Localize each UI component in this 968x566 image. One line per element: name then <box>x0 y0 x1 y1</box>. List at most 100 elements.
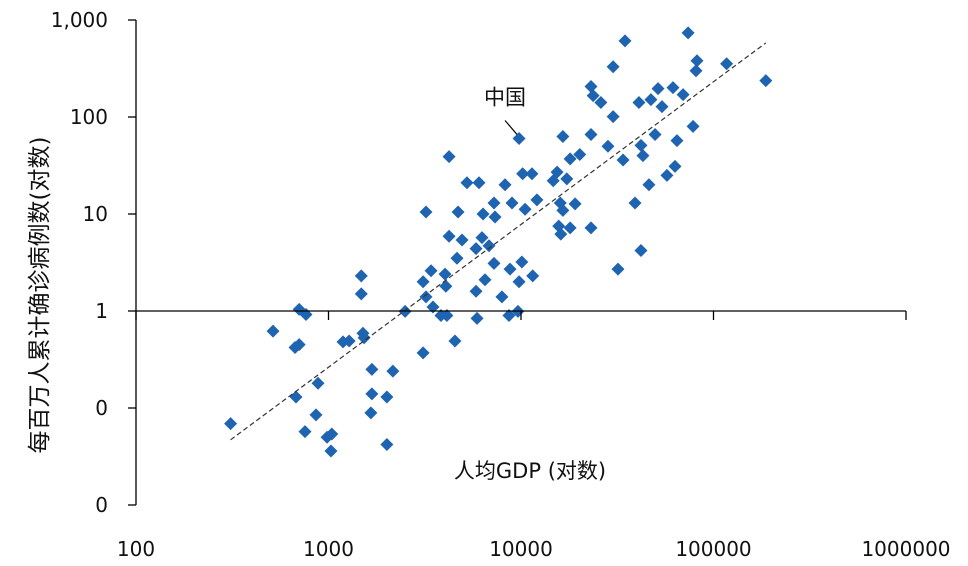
data-point <box>488 210 502 224</box>
data-point <box>469 284 483 298</box>
data-point <box>628 196 642 210</box>
data-point <box>324 444 338 458</box>
data-point <box>518 202 532 216</box>
data-point <box>364 406 378 420</box>
data-point <box>460 176 474 190</box>
data-point <box>469 242 483 256</box>
data-point <box>556 203 570 217</box>
data-point <box>439 279 453 293</box>
y-axis-label: 每百万人累计确诊病例数(对数) <box>27 137 53 454</box>
data-point <box>644 93 658 107</box>
data-point <box>601 139 615 153</box>
data-point <box>224 417 238 431</box>
annotation-china: 中国 <box>484 86 526 110</box>
trendline <box>230 42 767 441</box>
data-point <box>636 149 650 163</box>
data-point <box>472 176 486 190</box>
data-point <box>448 334 462 348</box>
data-point <box>526 269 540 283</box>
data-point <box>498 178 512 192</box>
annotation-arrow <box>504 120 518 135</box>
data-point <box>584 221 598 235</box>
data-point <box>470 311 484 325</box>
data-point <box>487 196 501 210</box>
data-point <box>720 57 734 71</box>
data-point <box>266 324 280 338</box>
data-point <box>676 88 690 102</box>
data-point <box>546 174 560 188</box>
data-point <box>606 110 620 124</box>
data-points <box>224 26 773 458</box>
data-point <box>419 290 433 304</box>
data-point <box>424 264 438 278</box>
y-tick-label: 0 <box>95 396 108 420</box>
data-point <box>594 96 608 110</box>
data-point <box>440 308 454 322</box>
data-point <box>380 438 394 452</box>
data-point <box>516 167 530 181</box>
data-point <box>309 408 323 422</box>
data-point <box>476 207 490 221</box>
data-point <box>354 287 368 301</box>
y-tick-label: 1 <box>95 299 108 323</box>
data-point <box>289 390 303 404</box>
data-point <box>563 152 577 166</box>
data-point <box>503 262 517 276</box>
data-point <box>560 172 574 186</box>
data-point <box>380 390 394 404</box>
y-tick-label: 100 <box>70 105 108 129</box>
y-tick-label: 10 <box>83 202 108 226</box>
data-point <box>616 153 630 167</box>
data-point <box>478 273 492 287</box>
data-point <box>584 80 598 94</box>
x-tick-label: 100000 <box>675 537 751 561</box>
data-point <box>495 290 509 304</box>
data-point <box>586 89 600 103</box>
data-point <box>606 60 620 74</box>
data-point <box>438 267 452 281</box>
y-tick-label: 1,000 <box>51 8 108 32</box>
x-tick-label: 10000 <box>489 537 553 561</box>
data-point <box>442 150 456 164</box>
data-point <box>611 262 625 276</box>
data-point <box>655 100 669 114</box>
x-tick-label: 1000 <box>303 537 354 561</box>
y-tick-label: 0 <box>95 493 108 517</box>
data-point <box>354 269 368 283</box>
data-point <box>689 64 703 78</box>
data-point <box>666 81 680 95</box>
data-point <box>311 376 325 390</box>
data-point <box>759 74 773 88</box>
data-point <box>554 227 568 241</box>
data-point <box>618 34 632 48</box>
data-point <box>634 244 648 258</box>
data-point <box>455 233 469 247</box>
data-point <box>512 275 526 289</box>
x-tick-label: 100 <box>117 537 155 561</box>
data-point <box>426 300 440 314</box>
data-point <box>568 197 582 211</box>
data-point <box>298 425 312 439</box>
data-point <box>642 178 656 192</box>
data-point <box>525 167 539 181</box>
data-point <box>416 346 430 360</box>
data-point <box>365 362 379 376</box>
data-point <box>686 119 700 133</box>
data-point <box>651 82 665 96</box>
data-point <box>442 229 456 243</box>
data-point <box>475 231 489 245</box>
data-point <box>668 159 682 173</box>
data-point <box>634 138 648 152</box>
data-point <box>563 221 577 235</box>
data-point <box>573 148 587 162</box>
x-tick-label: 1000000 <box>861 537 950 561</box>
data-point <box>357 331 371 345</box>
data-point <box>505 196 519 210</box>
data-point <box>660 168 674 182</box>
data-point <box>416 275 430 289</box>
data-point <box>365 387 379 401</box>
data-point <box>451 205 465 219</box>
data-point <box>690 54 704 68</box>
data-point <box>482 239 496 253</box>
